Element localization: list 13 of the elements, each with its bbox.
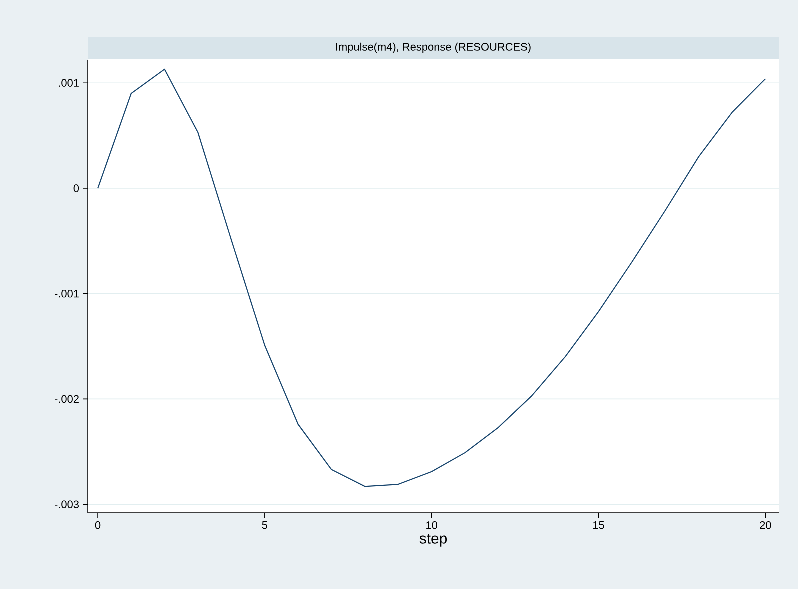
- y-tick-label: .001: [59, 79, 79, 88]
- x-tick-label: 10: [426, 522, 438, 530]
- line-series: [97, 68, 766, 488]
- y-tick-label: -.003: [54, 500, 79, 508]
- x-tick-label: 5: [262, 522, 268, 530]
- x-tick-label: 0: [95, 522, 101, 530]
- x-axis-title: step: [420, 534, 448, 547]
- x-tick-label: 20: [760, 522, 772, 530]
- y-tick-label: 0: [74, 184, 80, 192]
- chart-title: Impulse(m4), Response (RESOURCES): [336, 42, 531, 54]
- y-tick-label: -.001: [54, 290, 79, 298]
- y-tick-label: -.002: [54, 395, 79, 404]
- x-tick-label: 15: [593, 522, 604, 530]
